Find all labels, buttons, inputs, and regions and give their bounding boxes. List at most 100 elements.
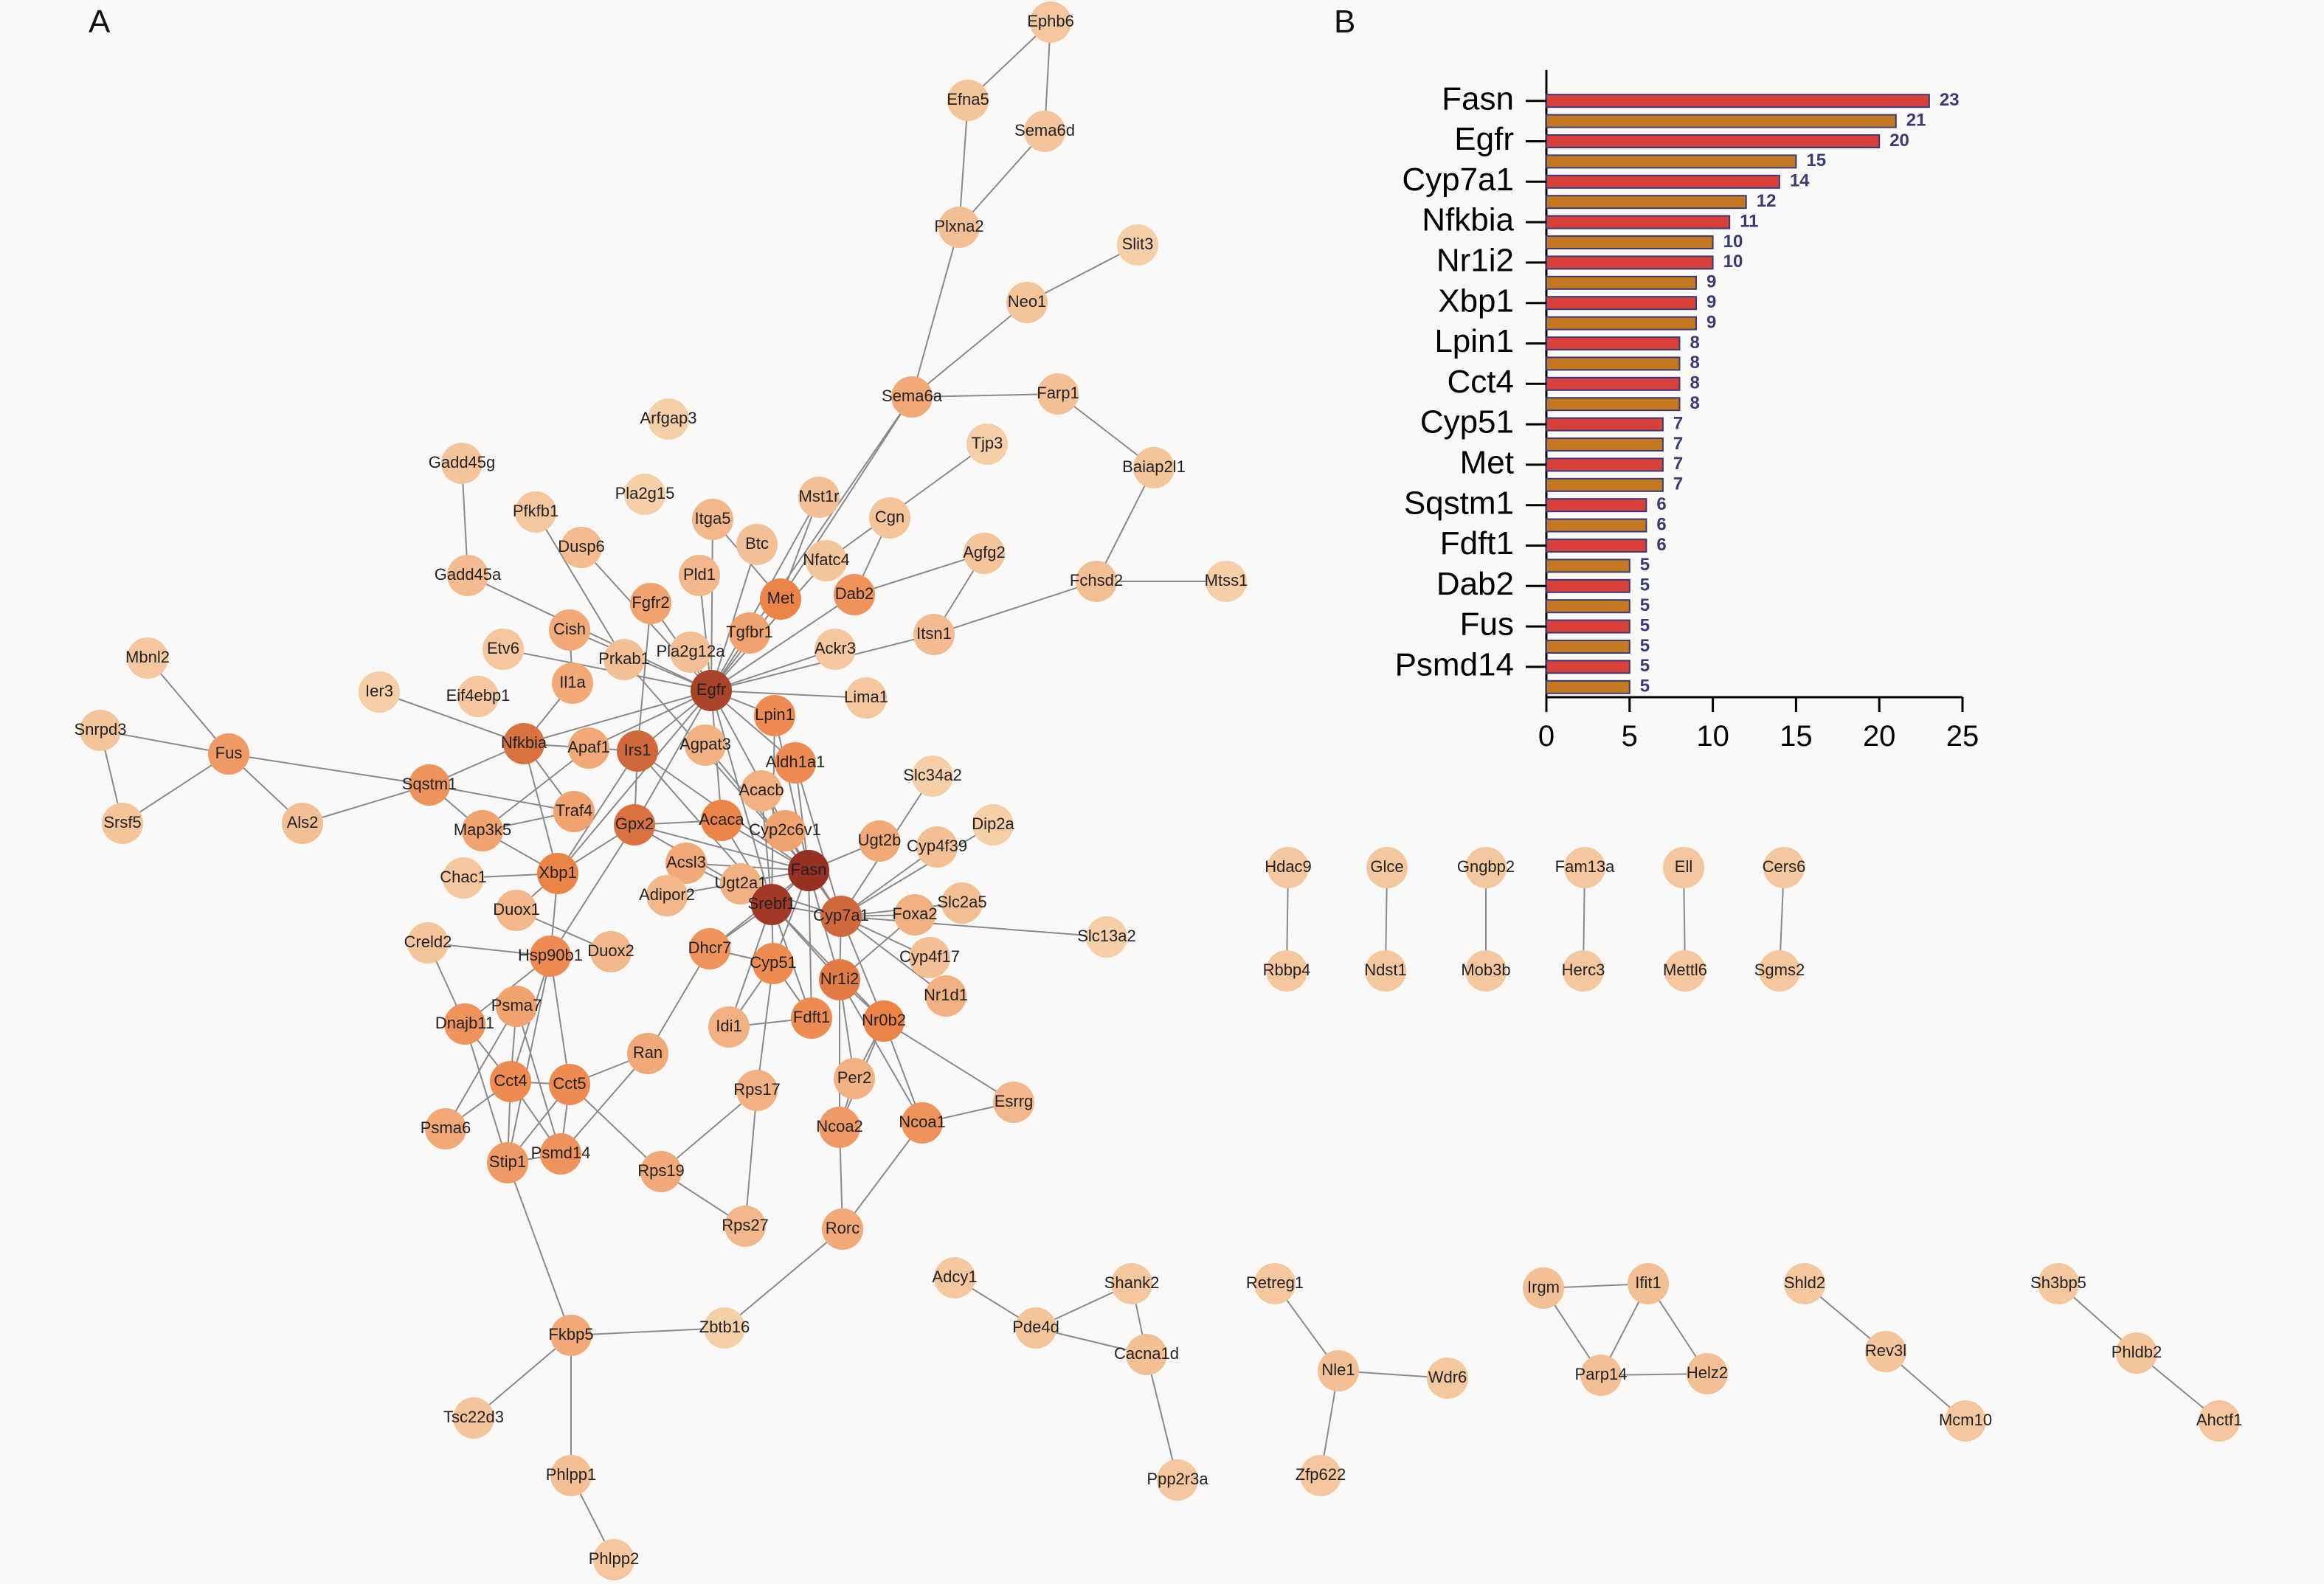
node-label: Dhcr7 bbox=[688, 938, 732, 957]
node-circle bbox=[447, 555, 488, 596]
bar bbox=[1546, 498, 1647, 513]
node-label: Rbbp4 bbox=[1263, 961, 1311, 979]
node-circle bbox=[627, 1033, 668, 1074]
node-label: Itga5 bbox=[695, 509, 731, 528]
network-node: Dab2 bbox=[834, 574, 875, 615]
bar-value-label: 9 bbox=[1706, 272, 1716, 292]
node-circle bbox=[593, 1539, 634, 1580]
node-label: Adcy1 bbox=[932, 1267, 977, 1286]
node-label: Als2 bbox=[287, 813, 319, 831]
node-label: Cacna1d bbox=[1114, 1344, 1179, 1363]
network-node: Cyp4f17 bbox=[899, 937, 960, 978]
node-circle bbox=[891, 376, 933, 418]
network-edge bbox=[1096, 467, 1155, 582]
network-node: Psma6 bbox=[421, 1108, 471, 1149]
bar-value-label: 7 bbox=[1673, 413, 1683, 433]
network-node: Phlpp1 bbox=[546, 1455, 596, 1496]
node-circle bbox=[916, 826, 958, 868]
network-node: Rev3l bbox=[1865, 1331, 1906, 1372]
bar-value-label: 8 bbox=[1690, 393, 1699, 413]
network-edge bbox=[911, 226, 960, 398]
node-circle bbox=[1366, 847, 1408, 888]
bar bbox=[1546, 539, 1647, 553]
node-label: Apaf1 bbox=[567, 738, 610, 756]
category-label: Cct4 bbox=[1448, 364, 1514, 400]
network-node: Hsp90b1 bbox=[518, 935, 583, 977]
node-label: Sema6d bbox=[1014, 121, 1075, 139]
node-circle bbox=[720, 863, 761, 905]
network-node: Fchsd2 bbox=[1070, 561, 1123, 602]
network-edge bbox=[147, 657, 229, 755]
network-node: Fus bbox=[208, 733, 249, 775]
network-edge bbox=[429, 784, 575, 812]
network-edge bbox=[557, 690, 712, 874]
protein-interaction-network: Ephb6 Efna5 Sema6d Plxna2 Slit3 Neo1 Sema6a Far… bbox=[75, 1, 2242, 1580]
network-node: Dhcr7 bbox=[688, 928, 732, 969]
network-edge bbox=[840, 824, 994, 917]
node-label: Chac1 bbox=[440, 868, 487, 886]
bar bbox=[1546, 356, 1681, 371]
node-circle bbox=[834, 1058, 875, 1099]
node-circle bbox=[425, 1108, 466, 1149]
bar-value-label: 14 bbox=[1790, 171, 1810, 191]
bar bbox=[1546, 660, 1630, 674]
node-circle bbox=[487, 1142, 528, 1183]
bar bbox=[1546, 578, 1630, 593]
node-label: Acaca bbox=[699, 810, 744, 829]
node-circle bbox=[552, 663, 593, 704]
network-node: Esrrg bbox=[993, 1082, 1034, 1123]
node-circle bbox=[550, 1315, 592, 1356]
node-label: Ifit1 bbox=[1635, 1273, 1661, 1292]
node-label: Rps17 bbox=[733, 1080, 781, 1099]
network-node: Cct4 bbox=[490, 1061, 531, 1102]
node-label: Per2 bbox=[837, 1068, 871, 1087]
network-edge bbox=[883, 1020, 1014, 1103]
network-node: Acacb bbox=[739, 770, 784, 812]
network-edge bbox=[634, 690, 712, 826]
bar-value-label: 5 bbox=[1640, 555, 1650, 575]
node-label: Agpat3 bbox=[679, 735, 731, 753]
network-edge bbox=[958, 131, 1045, 228]
node-circle bbox=[1687, 1353, 1728, 1394]
node-circle bbox=[453, 1397, 494, 1439]
node-circle bbox=[1465, 950, 1507, 992]
node-circle bbox=[496, 986, 537, 1027]
node-label: Gpx2 bbox=[615, 815, 654, 833]
node-circle bbox=[665, 843, 707, 884]
bar bbox=[1546, 174, 1780, 189]
bar bbox=[1546, 195, 1747, 210]
node-label: Sgms2 bbox=[1754, 961, 1805, 979]
node-circle bbox=[1580, 1355, 1622, 1396]
network-edge bbox=[839, 979, 923, 1124]
node-label: Ier3 bbox=[365, 682, 393, 700]
node-circle bbox=[913, 614, 955, 655]
network-edge bbox=[933, 581, 1097, 635]
network-node: Duox1 bbox=[493, 890, 540, 931]
network-node: Ugt2a1 bbox=[715, 863, 767, 905]
node-label: Phldb2 bbox=[2112, 1343, 2162, 1361]
network-node: Ndst1 bbox=[1364, 950, 1407, 992]
node-label: Psma7 bbox=[491, 996, 542, 1014]
node-circle bbox=[701, 800, 742, 841]
node-circle bbox=[834, 574, 875, 615]
node-label: Fchsd2 bbox=[1070, 571, 1123, 589]
node-circle bbox=[1024, 111, 1065, 152]
network-node: Mtss1 bbox=[1205, 561, 1248, 602]
network-node: Ncoa1 bbox=[899, 1102, 946, 1144]
node-label: Cish bbox=[553, 620, 586, 638]
node-circle bbox=[102, 803, 143, 844]
network-node: Fkbp5 bbox=[548, 1315, 594, 1356]
node-circle bbox=[912, 755, 953, 797]
network-edge bbox=[570, 1327, 725, 1336]
bar bbox=[1546, 154, 1797, 169]
network-edge bbox=[634, 824, 809, 871]
node-label: Srsf5 bbox=[103, 813, 141, 831]
network-edge bbox=[842, 1122, 923, 1230]
bar bbox=[1546, 640, 1630, 654]
network-node: Nfkbia bbox=[501, 723, 547, 764]
network-node: Adipor2 bbox=[639, 875, 695, 916]
network-node: Dusp6 bbox=[558, 527, 605, 568]
node-circle bbox=[815, 629, 856, 670]
network-node: Xbp1 bbox=[537, 853, 578, 894]
node-circle bbox=[549, 1064, 590, 1105]
